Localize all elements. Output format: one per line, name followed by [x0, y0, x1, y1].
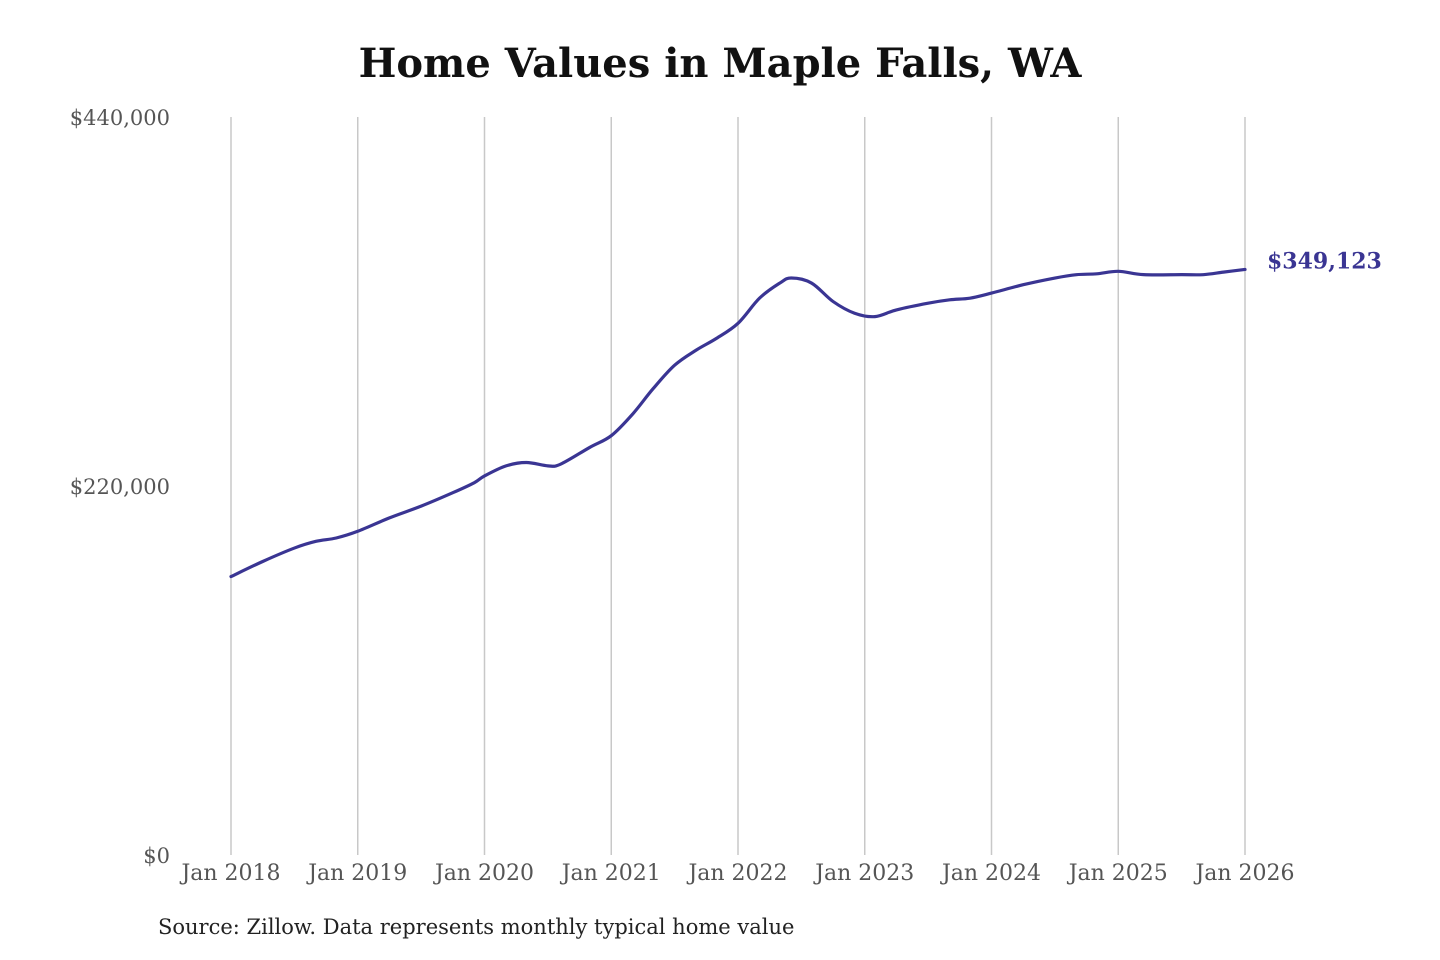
- x-tick-label: Jan 2022: [686, 861, 787, 886]
- chart-title: Home Values in Maple Falls, WA: [358, 40, 1082, 87]
- x-tick-label: Jan 2024: [940, 861, 1041, 886]
- x-tick-label: Jan 2023: [813, 861, 914, 886]
- y-tick-label: $0: [143, 844, 170, 868]
- x-tick-label: Jan 2026: [1193, 861, 1294, 886]
- series-line: [229, 267, 1247, 579]
- gridlines: [230, 117, 1246, 855]
- y-tick-label: $220,000: [70, 475, 170, 499]
- x-tick-label: Jan 2021: [560, 861, 661, 886]
- end-value-label: $349,123: [1267, 248, 1382, 274]
- y-axis: $0 $220,000 $440,000: [70, 106, 170, 868]
- x-tick-label: Jan 2019: [306, 861, 407, 886]
- x-tick-label: Jan 2025: [1067, 861, 1168, 886]
- x-tick-label: Jan 2020: [433, 861, 534, 886]
- y-tick-label: $440,000: [70, 106, 170, 130]
- series: $349,123: [229, 248, 1382, 579]
- source-note: Source: Zillow. Data represents monthly …: [158, 915, 795, 939]
- x-axis: Jan 2018 Jan 2019 Jan 2020 Jan 2021 Jan 2022…: [179, 861, 1294, 886]
- x-tick-label: Jan 2018: [179, 861, 280, 886]
